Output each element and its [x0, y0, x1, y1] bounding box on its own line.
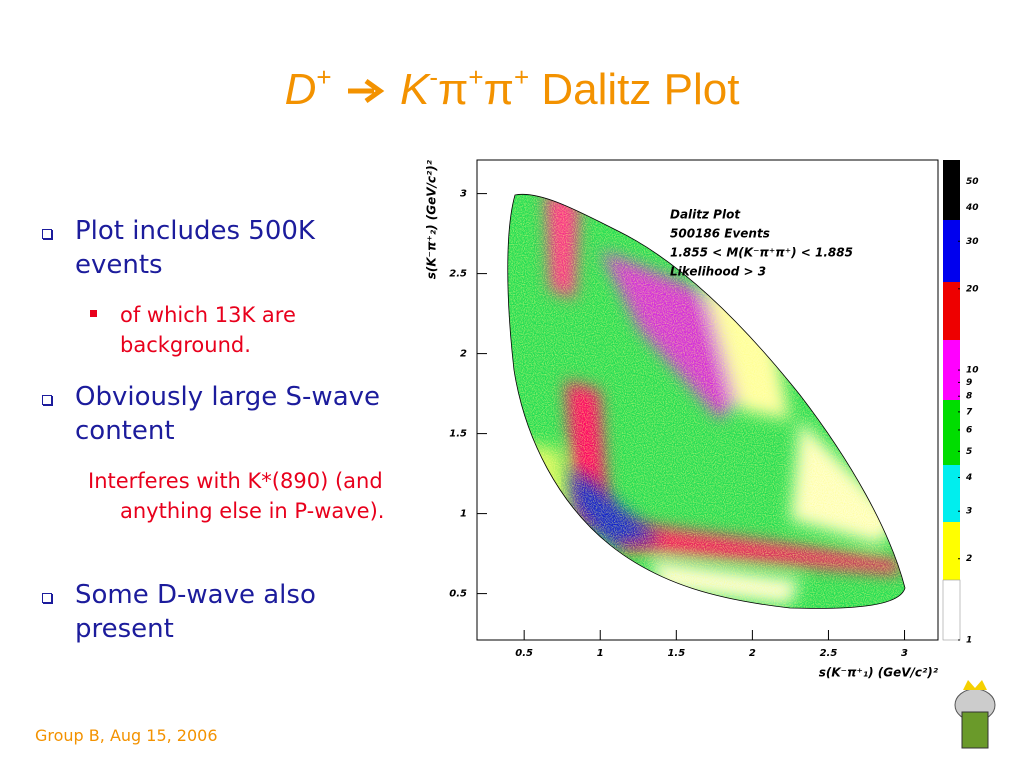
y-tick-label: 2.5	[449, 269, 467, 280]
colorbar-tick-label: 40	[965, 203, 979, 213]
logo	[954, 680, 996, 749]
title-part: D	[284, 65, 317, 114]
bullet: Obviously large S-wave content	[42, 380, 385, 448]
colorbar	[942, 160, 961, 641]
colorbar-tick-label: 50	[966, 177, 979, 187]
sub-bullet: of which 13K are background.	[90, 300, 360, 360]
colorbar-tick-label: 2	[966, 554, 972, 564]
x-axis-label: s(K⁻π⁺₁) (GeV/c²)²	[819, 666, 939, 680]
bullet: Some D-wave also present	[42, 578, 385, 646]
colorbar-tick-label: 7	[966, 407, 973, 417]
y-tick-label: 0.5	[449, 589, 467, 600]
title-part: Dalitz Plot	[541, 65, 740, 114]
colorbar-tick-label: 5	[966, 447, 972, 457]
y-tick-label: 1	[460, 509, 467, 520]
legend-line: Dalitz Plot	[670, 208, 741, 222]
title-part: +	[316, 62, 332, 92]
title-part: +	[513, 62, 530, 92]
y-tick-label: 1.5	[449, 429, 467, 440]
legend-line: 1.855 < M(K⁻π⁺π⁺) < 1.885	[670, 246, 853, 260]
legend-line: Likelihood > 3	[670, 265, 766, 279]
x-tick-label: 2.5	[820, 648, 838, 659]
x-tick-label: 3	[901, 648, 908, 659]
x-tick-label: 0.5	[515, 648, 533, 659]
colorbar-tick-label: 30	[966, 237, 979, 247]
colorbar-tick-label: 3	[966, 507, 972, 517]
bullet: Plot includes 500K events	[42, 214, 385, 282]
colorbar-tick-label: 4	[965, 473, 972, 483]
legend-line: 500186 Events	[670, 227, 770, 241]
colorbar-tick-label: 8	[966, 392, 972, 402]
title-part: π	[438, 65, 469, 114]
title-part: -	[429, 62, 439, 92]
title-part: K	[400, 65, 430, 114]
colorbar-tick-label: 10	[966, 366, 979, 376]
slide-title: D+ K-π+π+ Dalitz Plot	[0, 62, 1024, 115]
colorbar-tick-label: 9	[966, 378, 972, 388]
y-tick-label: 2	[460, 349, 467, 360]
footer: Group B, Aug 15, 2006	[35, 726, 218, 745]
y-tick-label: 3	[460, 189, 467, 200]
colorbar-tick-label: 6	[966, 425, 972, 435]
x-tick-label: 1.5	[667, 648, 685, 659]
title-part: π	[483, 65, 514, 114]
x-tick-label: 2	[749, 648, 756, 659]
title-part: +	[468, 62, 484, 92]
y-axis-label: s(K⁻π⁺₂) (GeV/c²)²	[425, 159, 439, 279]
colorbar-tick-label: 20	[966, 284, 979, 294]
note: Interferes with K*(890) (and anything el…	[88, 469, 385, 523]
colorbar-tick-label: 1	[966, 636, 972, 646]
x-tick-label: 1	[597, 648, 604, 659]
dalitz-boundary	[507, 193, 906, 609]
arrow-icon	[347, 78, 385, 104]
